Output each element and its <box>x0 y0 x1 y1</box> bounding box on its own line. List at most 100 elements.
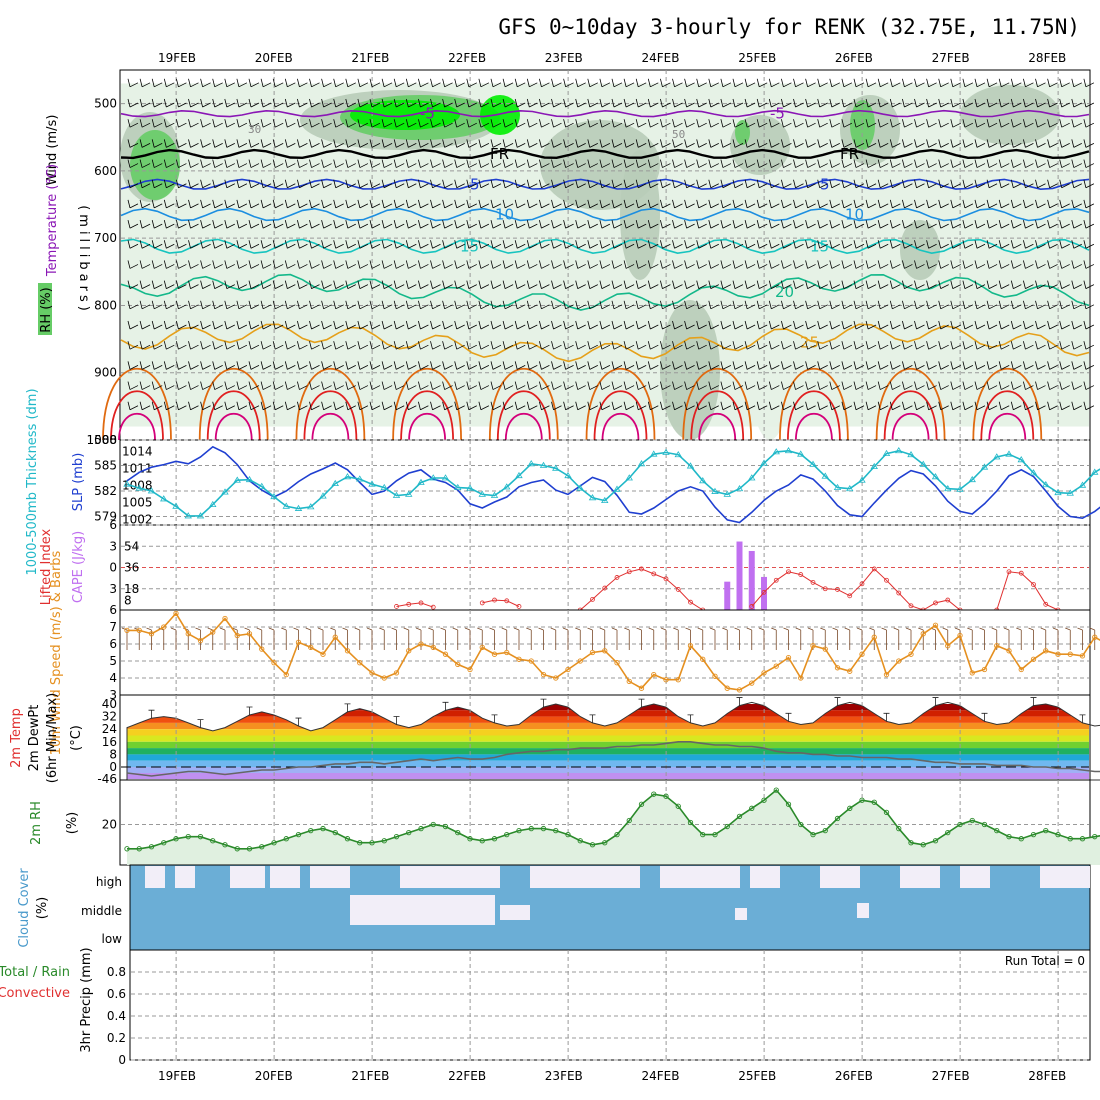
wind-barb <box>490 119 502 128</box>
wind-barb <box>926 280 937 289</box>
lifted-marker <box>908 603 914 609</box>
wind-barb <box>345 98 356 108</box>
wind-barb <box>865 78 877 88</box>
wind-barb <box>442 159 453 168</box>
slp-line-marker <box>686 462 695 469</box>
wind-barb <box>611 159 623 168</box>
wind-barb <box>224 179 235 189</box>
wind10-barb <box>268 627 275 650</box>
wind-barb <box>889 341 901 350</box>
wind-barb <box>321 341 332 350</box>
temp-band <box>127 722 1089 730</box>
wind-barb <box>163 280 175 289</box>
wind-barb <box>514 240 526 249</box>
wind10-line-marker <box>210 629 216 635</box>
wind-barb <box>938 381 949 390</box>
wind-barb <box>889 78 901 88</box>
rh2m-line-marker <box>908 840 914 846</box>
slp-line-marker <box>944 484 952 492</box>
wind-barb <box>418 361 429 370</box>
wind10-line-marker <box>602 648 608 654</box>
wind-barb <box>490 139 502 148</box>
wind-barb <box>454 341 465 350</box>
wind-barb <box>950 280 961 289</box>
wind-barb <box>272 320 284 330</box>
wind-barb <box>647 401 659 411</box>
wind-barb <box>865 401 877 411</box>
cloud-gap <box>470 866 500 888</box>
rh2m-line-marker <box>810 831 816 838</box>
wind-barb <box>151 199 163 209</box>
wind-barb <box>611 381 623 390</box>
wind-barb <box>781 219 792 229</box>
wind-barb <box>660 280 671 289</box>
wind-barb <box>768 179 780 189</box>
wind-barb <box>744 219 756 229</box>
wind-barb <box>696 381 707 390</box>
wind-barb <box>720 179 732 189</box>
wind-barb <box>744 260 756 269</box>
wind-barb <box>1010 78 1022 88</box>
temp-band <box>127 767 1089 773</box>
wind-barb <box>1035 219 1046 229</box>
lifted-marker <box>504 598 510 604</box>
cloud-gap <box>1040 866 1090 888</box>
wind-barb <box>817 219 828 229</box>
wind-barb <box>647 300 659 310</box>
wind-barb <box>696 139 707 148</box>
wind-barb <box>938 240 949 249</box>
slp-line-marker <box>650 450 658 457</box>
wind-barb <box>466 179 477 189</box>
wind-barb <box>1071 381 1082 390</box>
warm-contour <box>496 390 551 441</box>
wind-barb <box>950 401 961 411</box>
wind-barb <box>575 300 586 310</box>
wind-barb <box>248 119 260 128</box>
rh2m-line-marker <box>479 838 485 844</box>
wind-barb <box>236 280 248 289</box>
slp-line-marker <box>797 450 805 457</box>
wind-barb <box>284 179 296 189</box>
wind-barb <box>974 139 986 148</box>
wind-barb <box>756 300 768 310</box>
slp-line-marker <box>907 450 915 458</box>
wind-barb <box>551 341 562 350</box>
wind-barb <box>623 179 635 189</box>
wind-barb <box>260 219 272 229</box>
wind-barb <box>696 119 707 128</box>
wind-barb <box>321 119 332 128</box>
ylabel-6hr-minmax: (6hr Min/Max) <box>45 693 60 783</box>
wind-barb <box>212 381 223 390</box>
wind-barb <box>466 381 477 390</box>
wind-barb <box>345 199 356 209</box>
wind-barb <box>272 179 284 189</box>
wind-barb <box>720 260 732 269</box>
rh2m-panel: 20 2m RH (%) <box>29 779 1100 866</box>
wind-barb <box>732 98 744 108</box>
wind-barb <box>756 119 768 128</box>
wind-barb <box>163 179 175 189</box>
lifted-tick: 3 <box>109 539 117 553</box>
wind-barb <box>817 159 828 168</box>
wind-barb <box>284 260 296 269</box>
wind-barb <box>781 341 792 350</box>
wind-barb <box>889 300 901 310</box>
rh2m-line-marker <box>491 836 498 842</box>
minmax-bar <box>638 698 645 708</box>
wind-barb <box>478 361 490 370</box>
wind-barb <box>405 320 417 330</box>
wind-barb <box>1035 119 1046 128</box>
slp-line-marker <box>307 503 315 510</box>
rh2m-area <box>127 790 1100 865</box>
wind-barb <box>768 240 780 249</box>
wind-barb <box>865 240 877 249</box>
wind-barb <box>272 219 284 229</box>
wind-barb <box>696 78 707 88</box>
wind-barb <box>768 280 780 289</box>
wind-barb <box>950 139 961 148</box>
wind-barb <box>696 320 707 330</box>
wind-barb <box>672 219 683 229</box>
wind-barb <box>430 381 441 390</box>
wind-barb <box>478 98 490 108</box>
wind10-barb <box>856 627 863 650</box>
